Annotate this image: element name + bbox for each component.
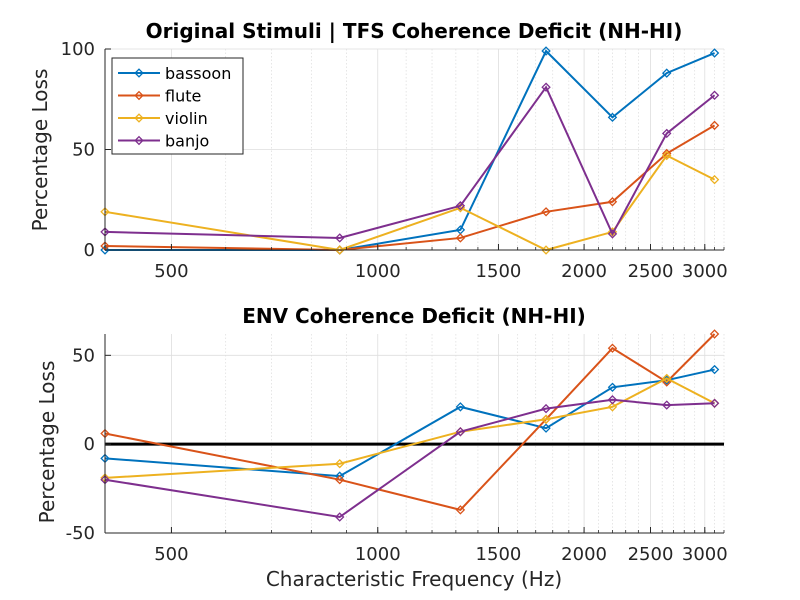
env-data-point xyxy=(662,400,672,410)
env-data-point xyxy=(662,373,672,384)
env-x-tick-label: 2500 xyxy=(628,544,674,565)
env-x-tick-label: 3000 xyxy=(682,544,728,565)
tfs-x-tick-label: 1000 xyxy=(355,261,401,282)
tfs-chart-title: Original Stimuli | TFS Coherence Deficit… xyxy=(146,19,683,43)
tfs-legend-marker xyxy=(134,135,144,146)
env-data-point xyxy=(455,427,466,437)
env-series-line-3 xyxy=(104,398,715,519)
tfs-x-tick-label: 3000 xyxy=(682,261,728,282)
env-data-point xyxy=(709,398,720,409)
env-data-point xyxy=(607,402,618,412)
tfs-data-point xyxy=(334,233,345,243)
env-data-point xyxy=(541,403,551,414)
tfs-x-tick-label: 500 xyxy=(154,261,188,282)
tfs-data-point xyxy=(541,82,551,92)
tfs-data-point xyxy=(709,120,720,131)
env-data-point xyxy=(607,395,618,405)
env-chart-xlabel: Characteristic Frequency (Hz) xyxy=(266,567,562,591)
env-data-point xyxy=(541,423,551,433)
env-data-point xyxy=(455,505,466,515)
tfs-legend-label: banjo xyxy=(165,132,209,151)
env-data-point xyxy=(709,329,720,339)
env-data-point xyxy=(607,382,618,393)
env-x-tick-label: 2000 xyxy=(561,544,607,565)
tfs-data-point xyxy=(662,128,672,139)
tfs-x-tick-label: 2000 xyxy=(561,261,607,282)
tfs-data-point xyxy=(541,207,551,217)
env-data-point xyxy=(334,458,345,469)
tfs-chart-ylabel: Percentage Loss xyxy=(28,69,52,232)
tfs-data-point xyxy=(709,90,720,100)
env-data-point xyxy=(334,512,345,522)
tfs-legend-marker xyxy=(134,113,144,123)
tfs-legend-marker xyxy=(134,68,144,78)
tfs-data-point xyxy=(100,245,110,255)
tfs-legend-marker xyxy=(134,90,144,101)
tfs-y-tick-label: 100 xyxy=(61,39,95,60)
tfs-data-point xyxy=(455,201,466,211)
env-chart: ENV Coherence Deficit (NH-HI) Percentage… xyxy=(35,304,728,591)
env-y-tick-label: -50 xyxy=(66,523,95,544)
env-data-point xyxy=(541,414,551,425)
tfs-chart: Original Stimuli | TFS Coherence Deficit… xyxy=(28,19,728,282)
tfs-legend-label: flute xyxy=(165,87,201,106)
tfs-data-point xyxy=(541,245,551,255)
tfs-data-point xyxy=(662,150,672,161)
tfs-data-point xyxy=(709,48,720,58)
tfs-y-tick-label: 50 xyxy=(72,140,95,161)
tfs-data-point xyxy=(607,229,618,239)
tfs-data-point xyxy=(334,245,345,255)
env-x-tick-label: 500 xyxy=(154,544,188,565)
env-series-line-2 xyxy=(104,377,716,479)
tfs-legend-label: violin xyxy=(165,109,208,128)
tfs-data-point xyxy=(607,197,618,207)
env-data-point xyxy=(607,343,618,353)
env-chart-ylabel: Percentage Loss xyxy=(35,361,59,524)
tfs-data-point xyxy=(709,174,720,185)
env-data-point xyxy=(455,402,466,412)
tfs-data-point xyxy=(607,112,618,123)
tfs-data-point xyxy=(541,46,551,56)
env-data-point xyxy=(709,364,720,375)
tfs-data-point xyxy=(455,233,466,243)
env-x-tick-label: 1500 xyxy=(476,544,522,565)
tfs-data-point xyxy=(662,148,672,159)
tfs-series-line-3 xyxy=(104,85,716,239)
tfs-legend-label: bassoon xyxy=(165,64,231,83)
env-y-tick-label: 0 xyxy=(84,434,95,455)
tfs-data-point xyxy=(662,68,672,78)
tfs-x-tick-label: 2500 xyxy=(628,261,674,282)
tfs-x-tick-label: 1500 xyxy=(476,261,522,282)
tfs-y-tick-label: 0 xyxy=(84,240,95,261)
env-chart-title: ENV Coherence Deficit (NH-HI) xyxy=(242,304,586,328)
env-data-point xyxy=(334,474,345,485)
env-x-tick-label: 1000 xyxy=(355,544,401,565)
env-y-tick-label: 50 xyxy=(72,345,95,366)
